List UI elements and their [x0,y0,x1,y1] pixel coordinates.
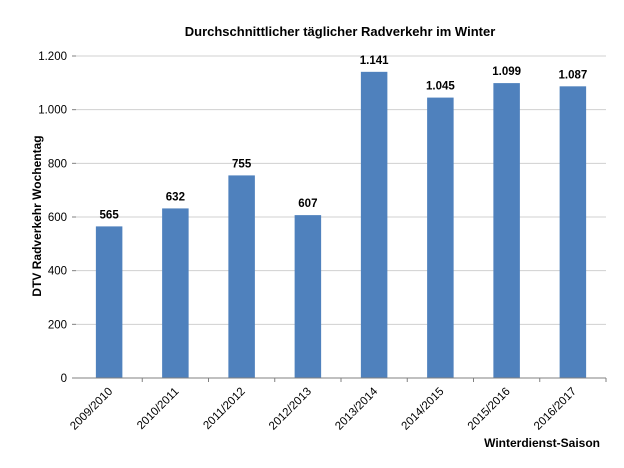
bar [162,208,189,378]
x-tick-label: 2009/2010 [68,386,115,433]
data-label: 1.045 [426,81,455,93]
data-label: 1.099 [492,66,521,78]
x-tick-label: 2012/2013 [267,386,314,433]
data-label: 565 [100,209,120,221]
y-tick-label: 1.000 [38,105,67,117]
y-tick-label: 1.200 [38,51,67,63]
bar [427,97,454,378]
bars [95,71,587,379]
data-label: 1.087 [558,69,587,81]
bar [294,215,322,378]
bar [228,175,255,378]
y-tick-label: 600 [48,212,67,224]
x-axis-ticks: 2009/2010 2010/2011 2011/2012 2012/2013 2013… [68,378,607,433]
x-tick-label: 2014/2015 [400,386,447,433]
data-labels: 565 632 755 607 1.141 1.045 1.099 1.087 [100,55,588,222]
y-axis-title: DTV Radverkehr Wochentag [30,135,44,296]
x-tick-label: 2015/2016 [466,386,513,433]
data-label: 1.141 [360,55,389,67]
x-tick-label: 2011/2012 [201,386,247,432]
gridlines [76,55,606,325]
bar [360,71,388,378]
data-label: 607 [298,198,317,210]
y-tick-label: 0 [61,373,67,385]
y-tick-label: 400 [48,266,67,278]
x-tick-label: 2010/2011 [135,386,181,432]
bar [559,86,587,379]
y-tick-label: 800 [48,158,67,170]
chart-title: Durchschnittlicher täglicher Radverkehr … [185,24,496,39]
x-axis-title: Winterdienst-Saison [484,436,600,450]
bar [95,226,123,378]
y-tick-label: 200 [48,319,67,331]
bar [493,83,520,378]
x-tick-label: 2013/2014 [333,385,380,432]
data-label: 755 [232,158,252,170]
x-tick-label: 2016/2017 [532,386,579,433]
data-label: 632 [166,191,185,203]
y-axis-ticks: 0 200 400 600 800 1.000 1.200 [38,51,76,385]
